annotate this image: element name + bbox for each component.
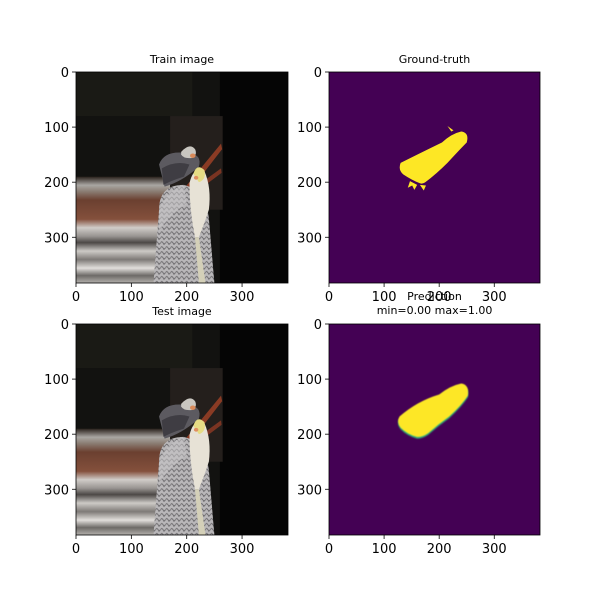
axes-frame [328,323,541,536]
panel-title: Test image [151,305,212,318]
photo-image [76,324,288,535]
axes-frame [328,71,541,284]
x-tick-label: 0 [72,290,80,305]
x-tick-label: 100 [119,290,144,305]
y-tick-label: 0 [61,318,69,333]
panel-title: Ground-truth [399,53,471,66]
x-tick-label: 200 [427,290,452,305]
axes-frame [75,71,289,284]
panel-3: 0 100 200 300 0 100 200 300 Test image [44,305,289,557]
y-tick-label: 0 [314,318,322,333]
y-tick-label: 200 [44,176,69,191]
x-tick-label: 300 [482,542,507,557]
y-tick-label: 300 [297,231,322,246]
y-tick-label: 100 [297,373,322,388]
panel-2: 0 100 200 300 0 100 200 300 Ground-truth [297,53,541,305]
axes-frame [75,323,289,536]
photo-image [76,72,288,283]
y-tick-label: 100 [44,373,69,388]
x-tick-label: 200 [174,542,199,557]
y-tick-label: 100 [297,121,322,136]
x-tick-label: 300 [230,542,255,557]
y-tick-label: 100 [44,121,69,136]
panel-subtitle: min=0.00 max=1.00 [377,304,493,317]
y-tick-label: 200 [297,428,322,443]
y-tick-label: 300 [297,483,322,498]
y-tick-label: 200 [297,176,322,191]
x-tick-label: 300 [482,290,507,305]
x-tick-label: 0 [325,290,333,305]
x-tick-label: 100 [119,542,144,557]
y-tick-label: 300 [44,231,69,246]
mask-heatmap [329,324,540,535]
panel-title: Prediction [407,290,462,303]
x-tick-label: 100 [372,290,397,305]
x-tick-label: 0 [325,542,333,557]
y-tick-label: 200 [44,428,69,443]
x-tick-label: 200 [174,290,199,305]
x-tick-label: 200 [427,542,452,557]
x-tick-label: 100 [372,542,397,557]
x-tick-label: 300 [230,290,255,305]
panel-title: Train image [149,53,214,66]
y-tick-label: 0 [314,66,322,81]
mask-heatmap [329,72,540,283]
panel-1: 0 100 200 300 0 100 200 300 Train image [44,53,289,305]
x-tick-label: 0 [72,542,80,557]
y-tick-label: 300 [44,483,69,498]
y-tick-label: 0 [61,66,69,81]
